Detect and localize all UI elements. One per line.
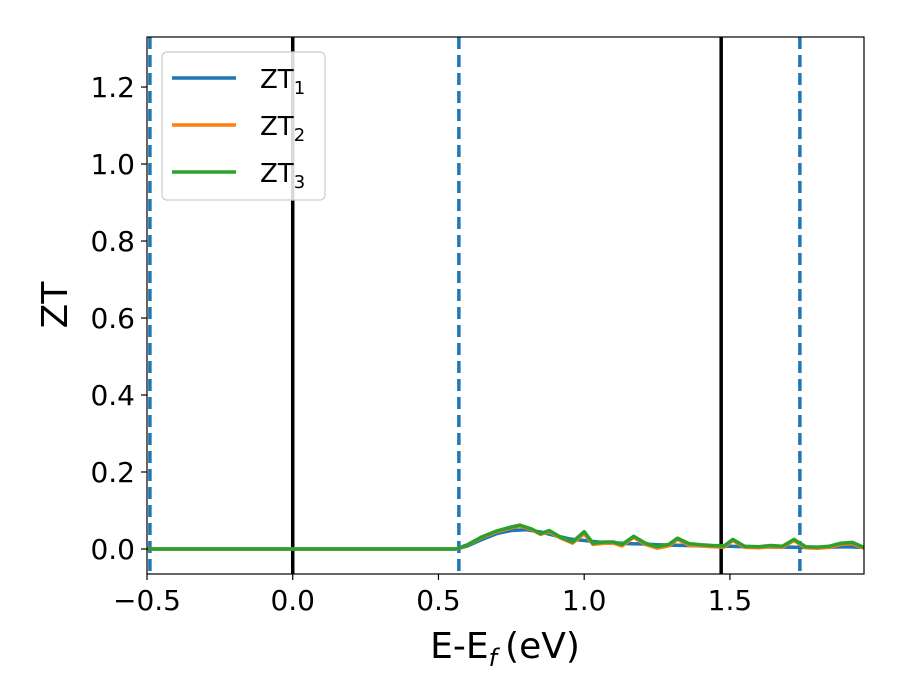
series-group xyxy=(147,523,864,551)
x-tick-label-1: 0.0 xyxy=(270,584,315,617)
y-tick-label-0: 0.0 xyxy=(90,533,135,566)
legend: ZT1 ZT2 ZT3 xyxy=(161,51,326,201)
y-tick-label-4: 0.8 xyxy=(90,225,135,258)
x-tick-label-2: 0.5 xyxy=(416,584,461,617)
legend-frame xyxy=(161,51,326,201)
x-tick-label-0: −0.5 xyxy=(113,584,181,617)
y-tick-label-1: 0.2 xyxy=(90,456,135,489)
y-axis-label: ZT xyxy=(35,281,76,329)
legend-label-zt-2: ZT2 xyxy=(260,112,305,146)
y-tick-label-2: 0.4 xyxy=(90,379,135,412)
y-axis-ticks: 0.0 0.2 0.4 0.6 0.8 1.0 1.2 xyxy=(90,71,147,566)
x-axis-label-subscript: f xyxy=(489,644,501,672)
x-tick-label-3: 1.0 xyxy=(562,584,607,617)
x-axis-label: E-Ef (eV) xyxy=(430,626,580,672)
legend-label-zt-1: ZT1 xyxy=(260,65,305,99)
plot-frame xyxy=(146,36,865,575)
x-axis-label-unit: (eV) xyxy=(505,626,580,667)
y-tick-label-3: 0.6 xyxy=(90,302,135,335)
x-axis-ticks: −0.5 0.0 0.5 1.0 1.5 xyxy=(113,574,752,617)
series-line-zt-3 xyxy=(147,523,864,551)
x-tick-label-4: 1.5 xyxy=(708,584,753,617)
legend-label-zt-3: ZT3 xyxy=(260,159,305,193)
x-axis-label-main: E-E xyxy=(430,626,488,667)
y-tick-label-6: 1.2 xyxy=(90,71,135,104)
y-tick-label-5: 1.0 xyxy=(90,148,135,181)
